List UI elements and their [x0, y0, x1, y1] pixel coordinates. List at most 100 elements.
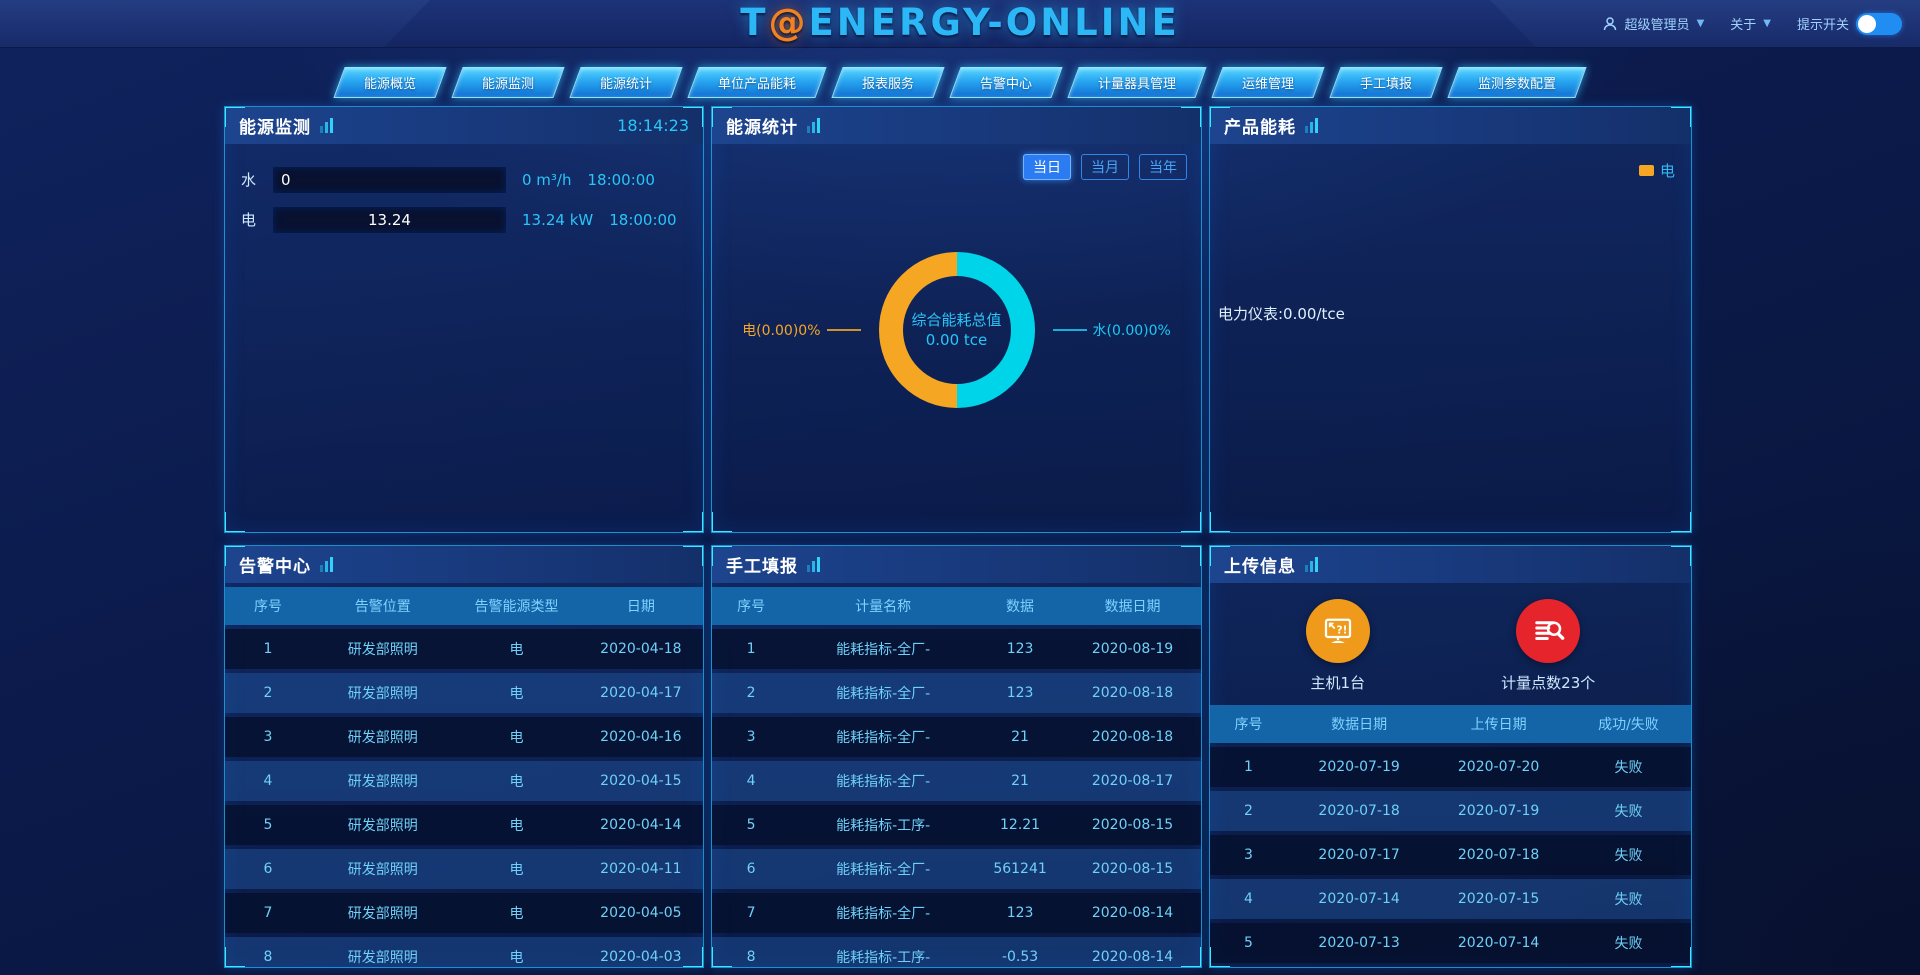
corner-bracket	[683, 546, 703, 566]
corner-bracket	[683, 947, 703, 967]
alarm-table: 序号 告警位置 告警能源类型 日期 1 研发部照明 电 2020-04-18 2 研发…	[225, 583, 703, 967]
panel-upload-info: 上传信息 ?! 主机1台	[1209, 545, 1692, 968]
table-row: 6 研发部照明 电 2020-04-11	[225, 849, 703, 889]
cell-date: 2020-08-18	[1064, 673, 1201, 713]
nav-tab-label: 监测参数配置	[1478, 77, 1557, 92]
cell-index: 3	[1210, 835, 1287, 875]
table-header-row: 序号 计量名称 数据 数据日期	[712, 587, 1201, 625]
tip-switch-label: 提示开关	[1796, 18, 1849, 33]
cell-index: 8	[225, 937, 312, 967]
cell-status: 失败	[1565, 791, 1691, 831]
signal-bars-icon	[807, 557, 820, 572]
nav-tab[interactable]: 单位产品能耗	[687, 67, 827, 98]
column-header: 序号	[712, 587, 791, 625]
about-menu[interactable]: 关于 ▼	[1730, 14, 1771, 33]
nav-tab[interactable]: 运维管理	[1211, 67, 1325, 98]
cell-index: 2	[1210, 791, 1287, 831]
cell-upload-date: 2020-07-20	[1431, 747, 1566, 787]
donut-center-label: 综合能耗总值 0.00 tce	[872, 245, 1042, 415]
gauge-track: 0	[273, 166, 506, 193]
cell-data-date: 2020-07-18	[1286, 791, 1432, 831]
gauge-readout: 0 m³/h 18:00:00	[522, 171, 655, 189]
nav-tab[interactable]: 计量器具管理	[1067, 67, 1207, 98]
cell-energy-type: 电	[454, 761, 579, 801]
nav-tab[interactable]: 能源统计	[569, 67, 683, 98]
cell-meter-name: 能耗指标-全厂-	[790, 761, 977, 801]
corner-bracket	[1181, 107, 1201, 127]
cell-index: 7	[712, 893, 791, 933]
cell-date: 2020-04-16	[578, 717, 703, 757]
corner-bracket	[1671, 947, 1691, 967]
electric-meter-value: 电力仪表:0.00/tce	[1218, 305, 1345, 324]
column-header: 数据日期	[1286, 705, 1432, 743]
nav-tab-label: 单位产品能耗	[717, 77, 796, 92]
panel-header: 上传信息	[1210, 546, 1691, 583]
cell-date: 2020-08-19	[1064, 629, 1201, 669]
top-bar: T@ENERGY-ONLINE 超级管理员 ▼ 关于 ▼ 提示开关	[0, 0, 1920, 48]
nav-tab[interactable]: 报表服务	[831, 67, 945, 98]
stat-label: 主机1台	[1310, 674, 1365, 692]
table-row: 3 能耗指标-全厂- 21 2020-08-18	[712, 717, 1201, 757]
signal-bars-icon	[1305, 118, 1318, 133]
cell-index: 1	[1210, 747, 1287, 787]
dashboard-grid: 能源监测 18:14:23 水 0 0 m³/h 18:00:00 电	[224, 106, 1692, 968]
nav-tab[interactable]: 手工填报	[1329, 67, 1443, 98]
nav-tab[interactable]: 告警中心	[949, 67, 1063, 98]
cell-date: 2020-04-03	[578, 937, 703, 967]
table-header-row: 序号 数据日期 上传日期 成功/失败	[1210, 705, 1691, 743]
tip-toggle[interactable]	[1856, 12, 1902, 35]
nav-tab-label: 能源统计	[599, 77, 652, 92]
panel-energy-monitor: 能源监测 18:14:23 水 0 0 m³/h 18:00:00 电	[224, 106, 704, 533]
cell-upload-date: 2020-07-14	[1431, 923, 1566, 963]
nav-tab[interactable]: 能源监测	[451, 67, 565, 98]
donut-rings	[878, 252, 1035, 409]
table-row: 8 研发部照明 电 2020-04-03	[225, 937, 703, 967]
gauge-time-text: 18:00:00	[587, 170, 655, 189]
gauge-label: 电	[241, 211, 257, 229]
table-row: 1 2020-07-19 2020-07-20 失败	[1210, 747, 1691, 787]
cell-date: 2020-04-18	[578, 629, 703, 669]
column-header: 计量名称	[790, 587, 977, 625]
tab-month[interactable]: 当月	[1081, 154, 1129, 180]
cell-location: 研发部照明	[311, 629, 455, 669]
column-header: 序号	[1210, 705, 1287, 743]
panel-energy-stats: 能源统计 当日 当月 当年 综合能耗总值 0.00 tce 电(0.00)0	[711, 106, 1202, 533]
cell-location: 研发部照明	[311, 717, 455, 757]
chart-legend[interactable]: 电	[1638, 160, 1675, 181]
cell-date: 2020-04-05	[578, 893, 703, 933]
table-row: 5 2020-07-13 2020-07-14 失败	[1210, 923, 1691, 963]
table-row: 7 能耗指标-全厂- 123 2020-08-14	[712, 893, 1201, 933]
callout-line	[1052, 329, 1087, 332]
tab-today[interactable]: 当日	[1023, 154, 1071, 180]
cell-index: 4	[1210, 879, 1287, 919]
panel-title: 能源统计	[726, 118, 798, 138]
cell-energy-type: 电	[454, 805, 579, 845]
panel-header: 告警中心	[225, 546, 703, 583]
cell-index: 7	[225, 893, 312, 933]
cell-meter-name: 能耗指标-工序-	[790, 937, 977, 967]
panel-header: 手工填报	[712, 546, 1201, 583]
user-menu[interactable]: 超级管理员 ▼	[1602, 14, 1704, 33]
corner-bracket	[683, 107, 703, 127]
nav-tab-label: 能源监测	[481, 77, 534, 92]
panel-clock: 18:14:23	[617, 116, 689, 135]
nav-tab[interactable]: 能源概览	[333, 67, 447, 98]
cell-meter-name: 能耗指标-全厂-	[790, 893, 977, 933]
cell-location: 研发部照明	[311, 893, 455, 933]
corner-bracket	[1671, 512, 1691, 532]
table-row: 2 2020-07-18 2020-07-19 失败	[1210, 791, 1691, 831]
corner-bracket	[1210, 107, 1230, 127]
table-row: 4 能耗指标-全厂- 21 2020-08-17	[712, 761, 1201, 801]
legend-label: 电	[1659, 162, 1675, 180]
tab-year[interactable]: 当年	[1139, 154, 1187, 180]
corner-bracket	[1210, 546, 1230, 566]
callout-line	[826, 329, 861, 332]
cell-upload-date: 2020-07-18	[1431, 835, 1566, 875]
nav-tab[interactable]: 监测参数配置	[1447, 67, 1587, 98]
corner-bracket	[683, 512, 703, 532]
app-logo: T@ENERGY-ONLINE	[740, 1, 1180, 44]
cell-value: 561241	[976, 849, 1065, 889]
cell-index: 2	[225, 673, 312, 713]
nav-tab-label: 告警中心	[980, 77, 1033, 92]
cell-date: 2020-04-15	[578, 761, 703, 801]
